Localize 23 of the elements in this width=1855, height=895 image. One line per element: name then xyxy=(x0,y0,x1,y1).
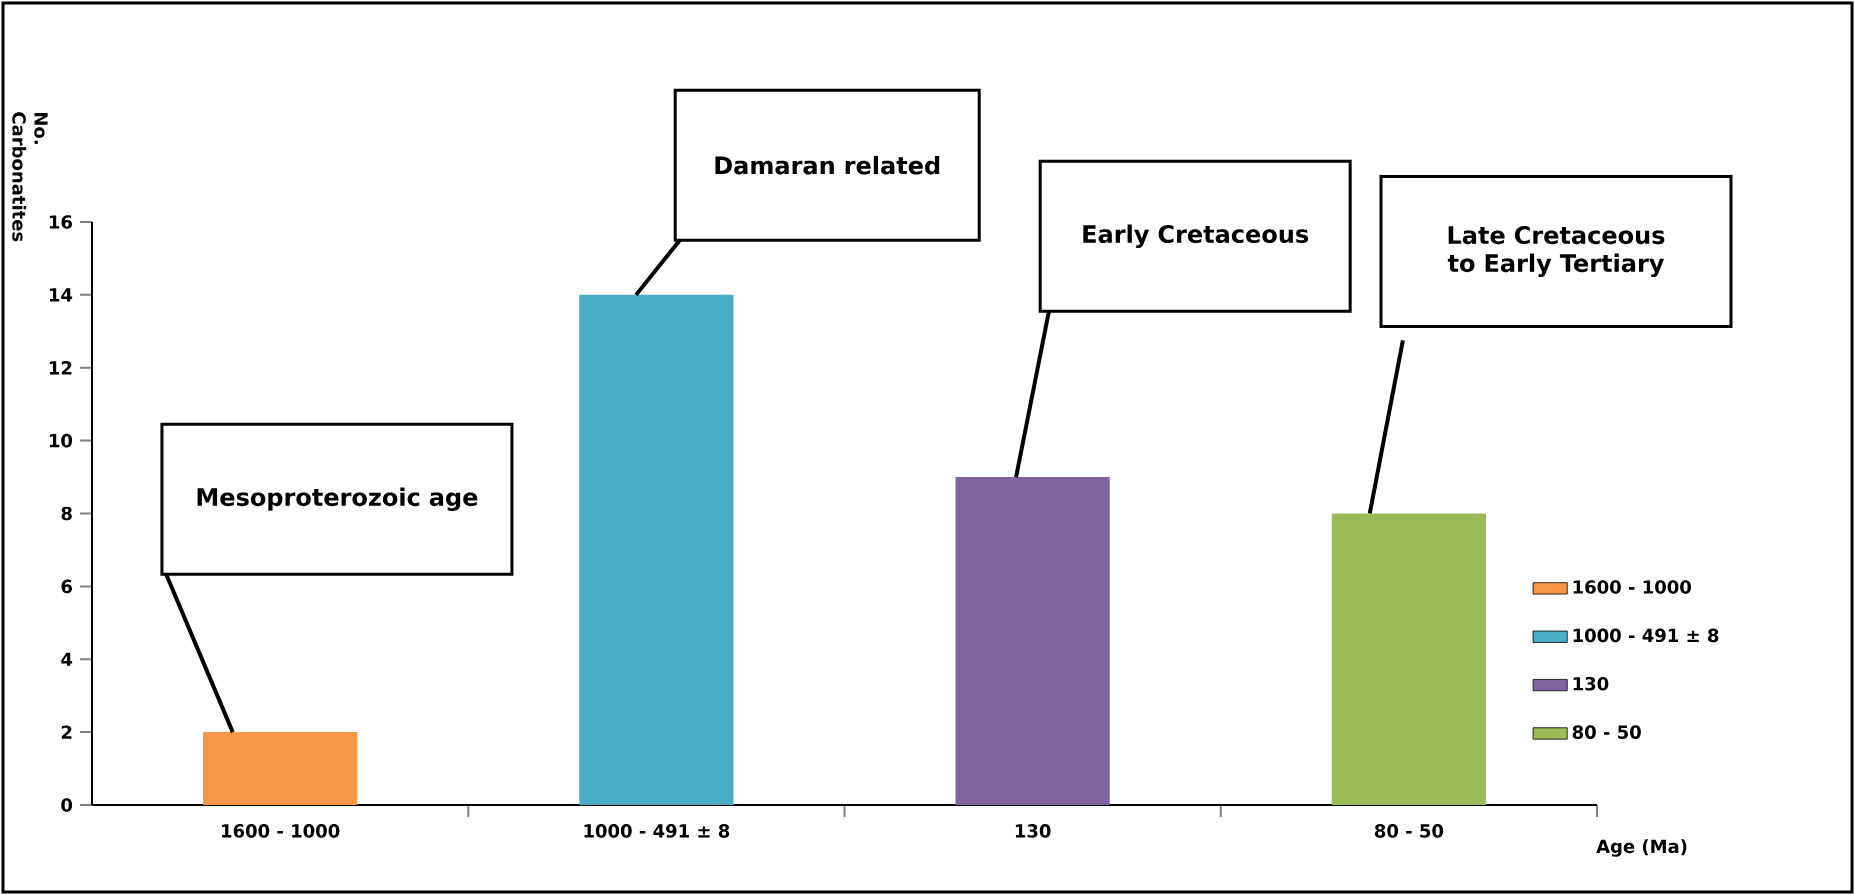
x-tick-label: 1600 - 1000 xyxy=(222,824,340,838)
y-tick-label: 6 xyxy=(61,579,72,594)
x-tick-label: 80 - 50 xyxy=(1374,824,1444,838)
legend-label: 130 xyxy=(1573,676,1609,691)
legend-label: 1000 - 491 ± 8 xyxy=(1573,628,1719,643)
annotation: Early Cretaceous xyxy=(1083,224,1309,248)
y-tick-label: 4 xyxy=(61,652,73,666)
annotation: Late Cretaceous to Early Tertiary xyxy=(1447,226,1665,278)
y-tick-label: 16 xyxy=(49,215,72,229)
x-axis-title: Age (Ma) xyxy=(1596,839,1687,857)
y-tick-label: 0 xyxy=(61,798,73,812)
y-tick-label: 14 xyxy=(49,288,73,302)
y-tick-label: 8 xyxy=(61,506,72,521)
annotation: Mesoproterozoic age xyxy=(197,487,478,511)
y-tick-label: 2 xyxy=(61,725,72,739)
y-tick-label: 12 xyxy=(49,361,72,375)
y-tick-label: 10 xyxy=(49,433,73,448)
x-tick-label: 130 xyxy=(1015,824,1051,838)
x-tick-label: 1000 - 491 ± 8 xyxy=(584,824,730,838)
text: Damaran related xyxy=(715,155,940,175)
legend-label: 80 - 50 xyxy=(1572,725,1641,739)
y-axis-title: No. Carbonatites xyxy=(12,112,48,242)
legend-label: 1600 - 1000 xyxy=(1573,580,1691,594)
